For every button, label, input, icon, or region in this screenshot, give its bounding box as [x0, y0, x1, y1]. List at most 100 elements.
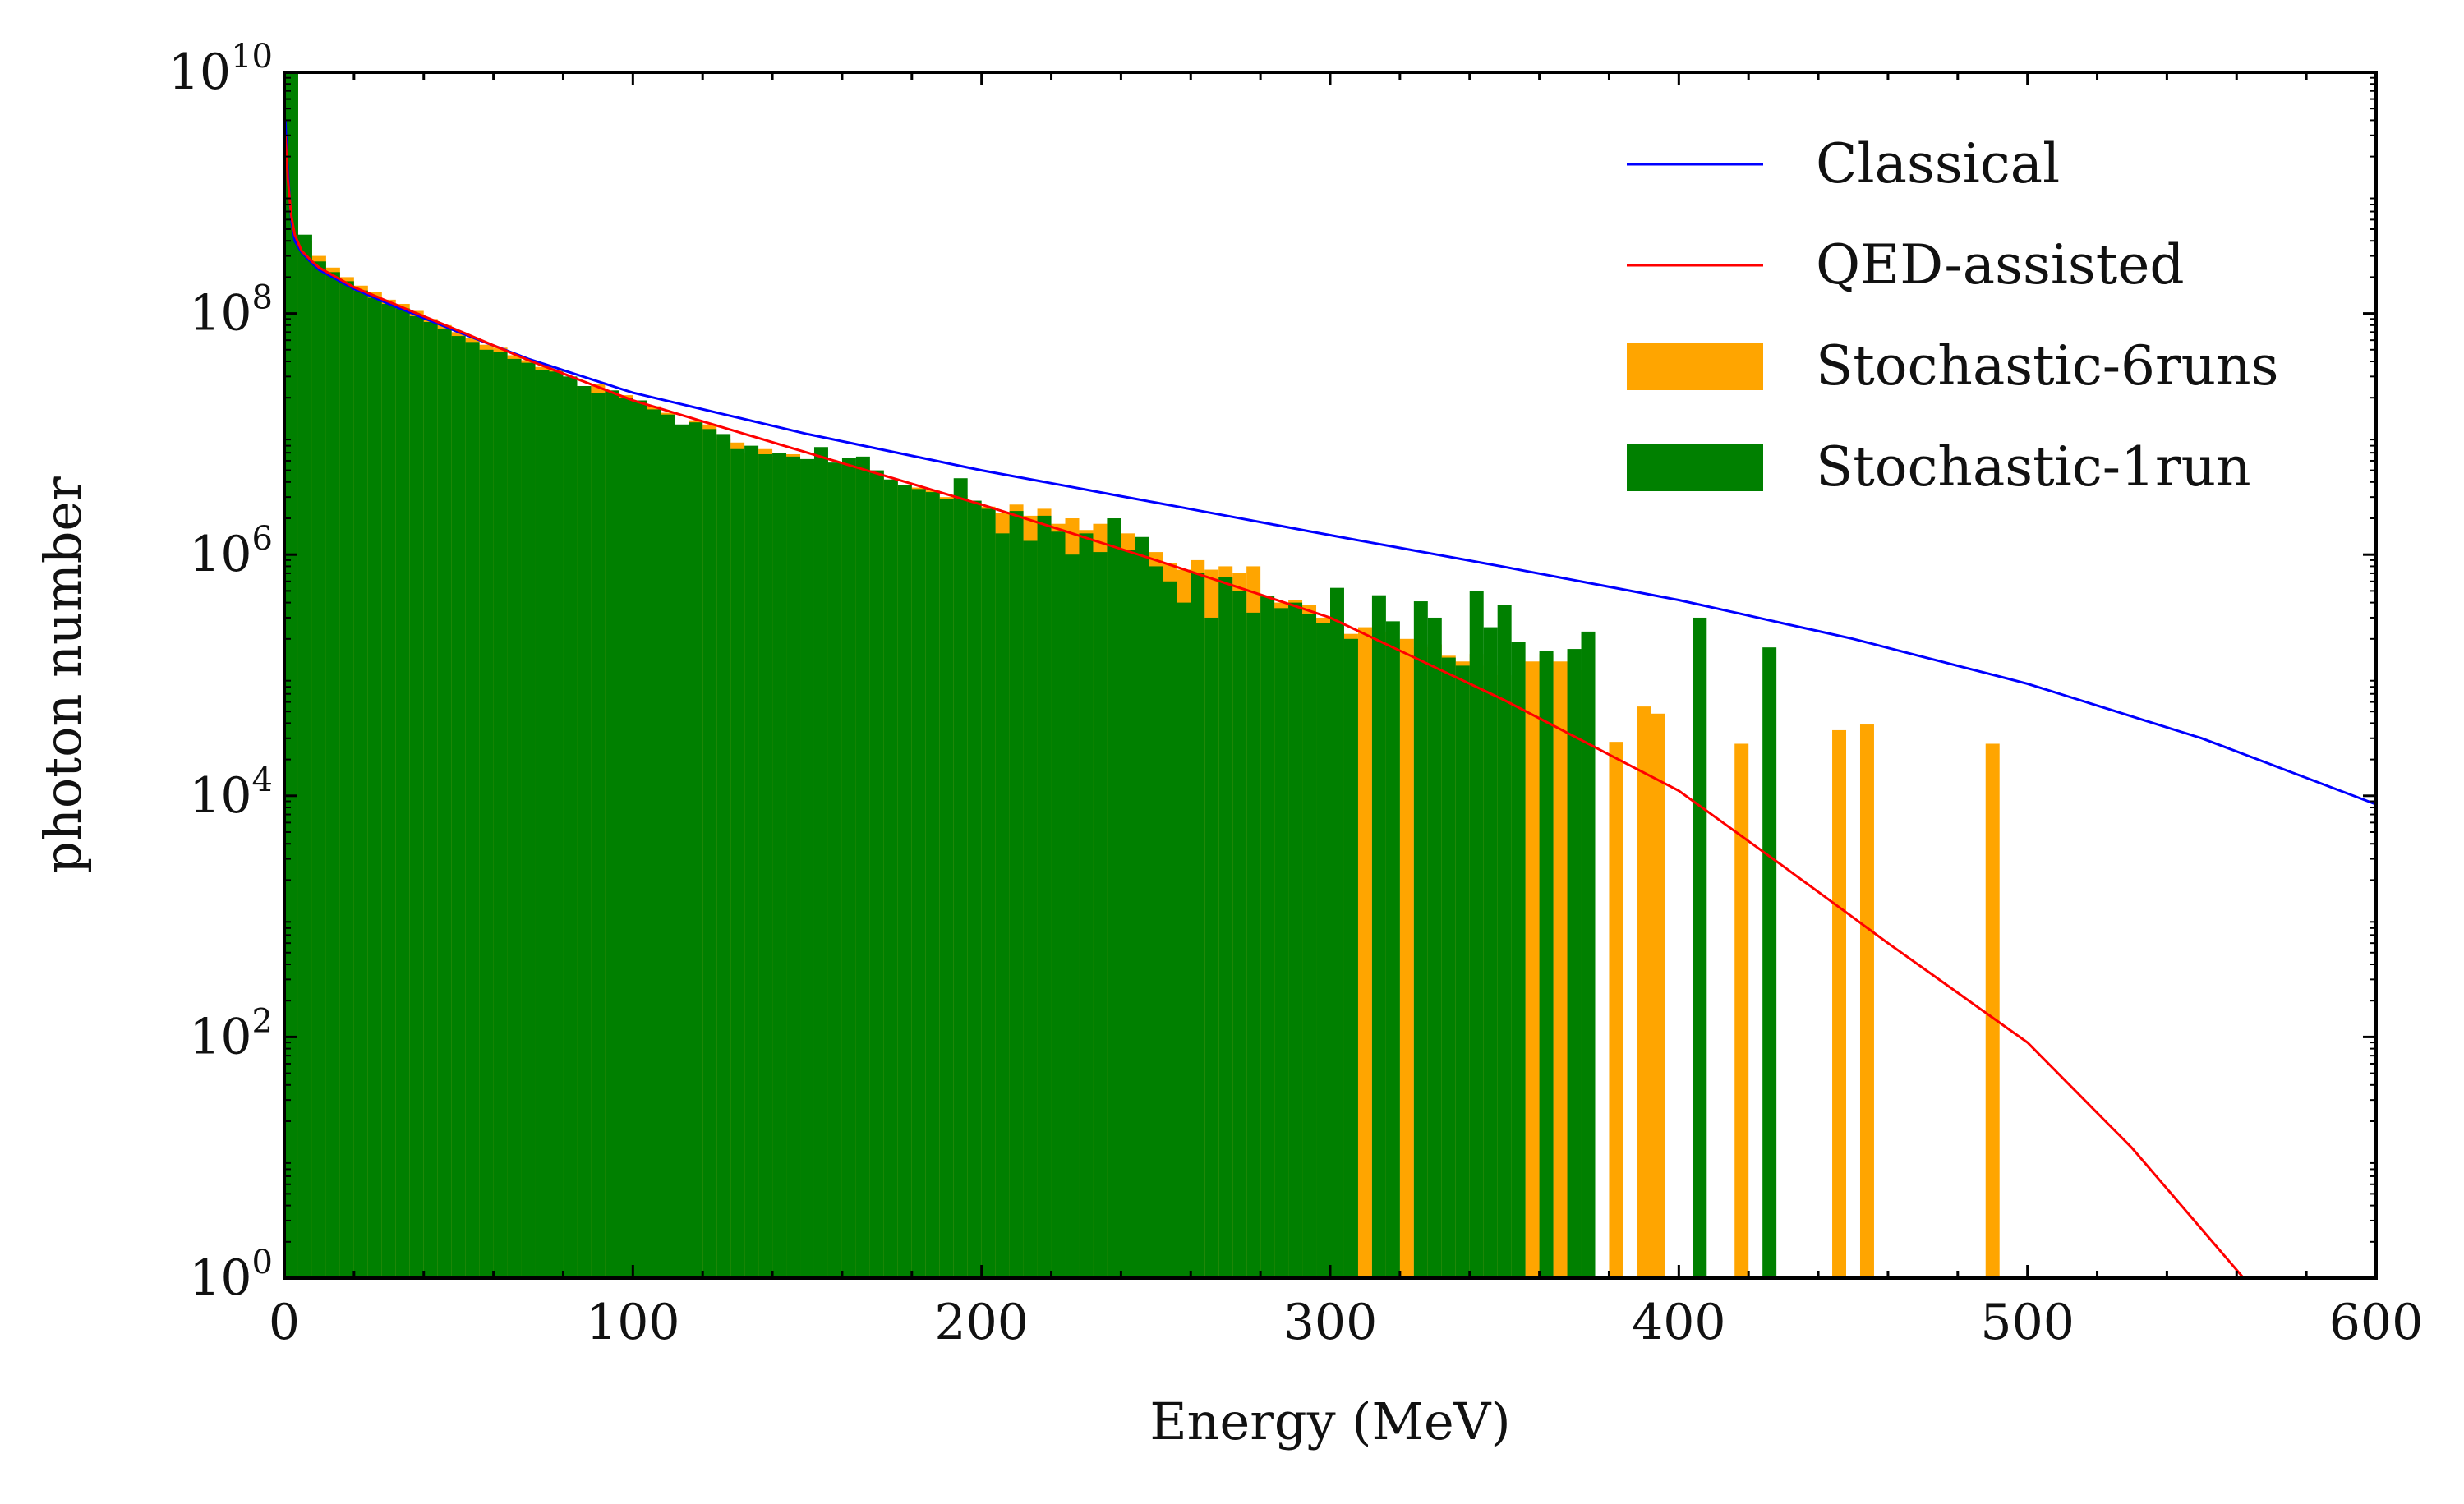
bar: [813, 447, 828, 1278]
bar: [716, 434, 731, 1278]
bar: [758, 453, 773, 1278]
bar: [619, 398, 633, 1278]
bar: [1107, 518, 1121, 1278]
bar: [1316, 623, 1330, 1278]
bar: [1149, 566, 1163, 1278]
bar: [981, 508, 996, 1278]
bar: [702, 429, 717, 1278]
y-tick-labels: 100 102 104 106 108 1010: [168, 38, 273, 1307]
bar: [1567, 649, 1582, 1278]
bar: [689, 422, 703, 1278]
legend-label: QED-assisted: [1816, 233, 2185, 297]
y-tick-label: 102: [189, 1002, 273, 1065]
bar: [437, 328, 452, 1278]
x-tick-label: 0: [269, 1294, 300, 1351]
bar: [1232, 591, 1247, 1278]
bar: [911, 489, 926, 1278]
bar: [869, 470, 884, 1278]
bar: [883, 479, 898, 1278]
bar: [1651, 713, 1665, 1278]
bar: [395, 308, 410, 1278]
y-tick-label: 1010: [168, 38, 273, 101]
y-tick-label: 104: [189, 761, 273, 825]
bar: [1302, 614, 1317, 1278]
bar: [953, 478, 968, 1278]
bar: [633, 400, 647, 1278]
bar: [353, 290, 368, 1278]
bar: [493, 352, 508, 1278]
bar: [535, 370, 550, 1278]
bar: [1204, 617, 1219, 1278]
bar: [1135, 536, 1149, 1278]
plot-area: [284, 72, 2376, 1278]
bar: [1260, 596, 1275, 1278]
bar: [284, 72, 298, 1278]
x-axis-label: Energy (MeV): [1149, 1391, 1510, 1451]
y-tick-label: 108: [189, 279, 273, 343]
bar: [675, 424, 689, 1278]
bar: [1734, 743, 1749, 1278]
bar: [521, 362, 536, 1278]
bar: [1539, 651, 1554, 1278]
y-tick-label: 106: [189, 520, 273, 583]
legend-label: Stochastic-1run: [1816, 435, 2251, 499]
bar: [786, 456, 801, 1278]
series-stochastic-1run: [284, 72, 1777, 1278]
bar: [479, 349, 494, 1278]
bar: [1037, 515, 1052, 1278]
x-tick-labels: 0 100 200 300 400 500 600: [269, 1294, 2423, 1351]
x-tick-label: 100: [586, 1294, 680, 1351]
legend-label: Stochastic-6runs: [1816, 334, 2278, 398]
bar: [451, 336, 466, 1278]
bar: [1413, 601, 1428, 1278]
bar: [1553, 661, 1568, 1278]
bar: [1985, 743, 2000, 1278]
bar: [1469, 591, 1484, 1278]
series-line-qed-assisted: [284, 135, 2245, 1278]
bar: [311, 261, 326, 1278]
x-tick-label: 200: [934, 1294, 1029, 1351]
x-tick-label: 300: [1283, 1294, 1378, 1351]
bar: [1483, 627, 1498, 1278]
bar: [744, 445, 759, 1278]
bar: [367, 297, 382, 1278]
bar: [855, 456, 870, 1278]
x-tick-label: 600: [2329, 1294, 2424, 1351]
legend-item: Stochastic-6runs: [1627, 334, 2278, 398]
x-tick-label: 500: [1980, 1294, 2075, 1351]
bar: [1385, 621, 1400, 1278]
series-lines: [284, 120, 2376, 1278]
bar: [591, 393, 606, 1278]
y-tick-label: 100: [189, 1244, 273, 1307]
bar: [1191, 573, 1205, 1278]
bar: [1330, 587, 1344, 1278]
bar: [1455, 665, 1470, 1278]
bar: [339, 281, 354, 1278]
bar: [772, 453, 787, 1278]
bar: [1581, 631, 1596, 1278]
legend: Classical QED-assisted Stochastic-6runs Sto…: [1627, 132, 2278, 499]
bar: [730, 448, 745, 1278]
bar: [563, 376, 578, 1278]
bar: [1427, 617, 1442, 1278]
legend-swatch-bar: [1627, 343, 1763, 390]
bar: [325, 272, 340, 1278]
bar: [925, 492, 940, 1278]
bar: [1246, 612, 1261, 1278]
bar: [605, 390, 619, 1278]
plot-frame: [283, 71, 2378, 1280]
bar: [1511, 642, 1526, 1278]
series-line-classical: [284, 120, 2376, 806]
bar: [841, 458, 856, 1278]
bar: [1274, 608, 1289, 1278]
bar: [1288, 602, 1303, 1278]
bar: [800, 458, 814, 1278]
legend-item: Stochastic-1run: [1627, 435, 2251, 499]
legend-swatch-bar: [1627, 444, 1763, 491]
bar: [647, 409, 661, 1278]
bar: [423, 321, 438, 1278]
y-axis-label: photon number: [33, 476, 93, 874]
bar: [897, 485, 912, 1278]
bar: [939, 499, 954, 1278]
bar: [409, 315, 424, 1278]
